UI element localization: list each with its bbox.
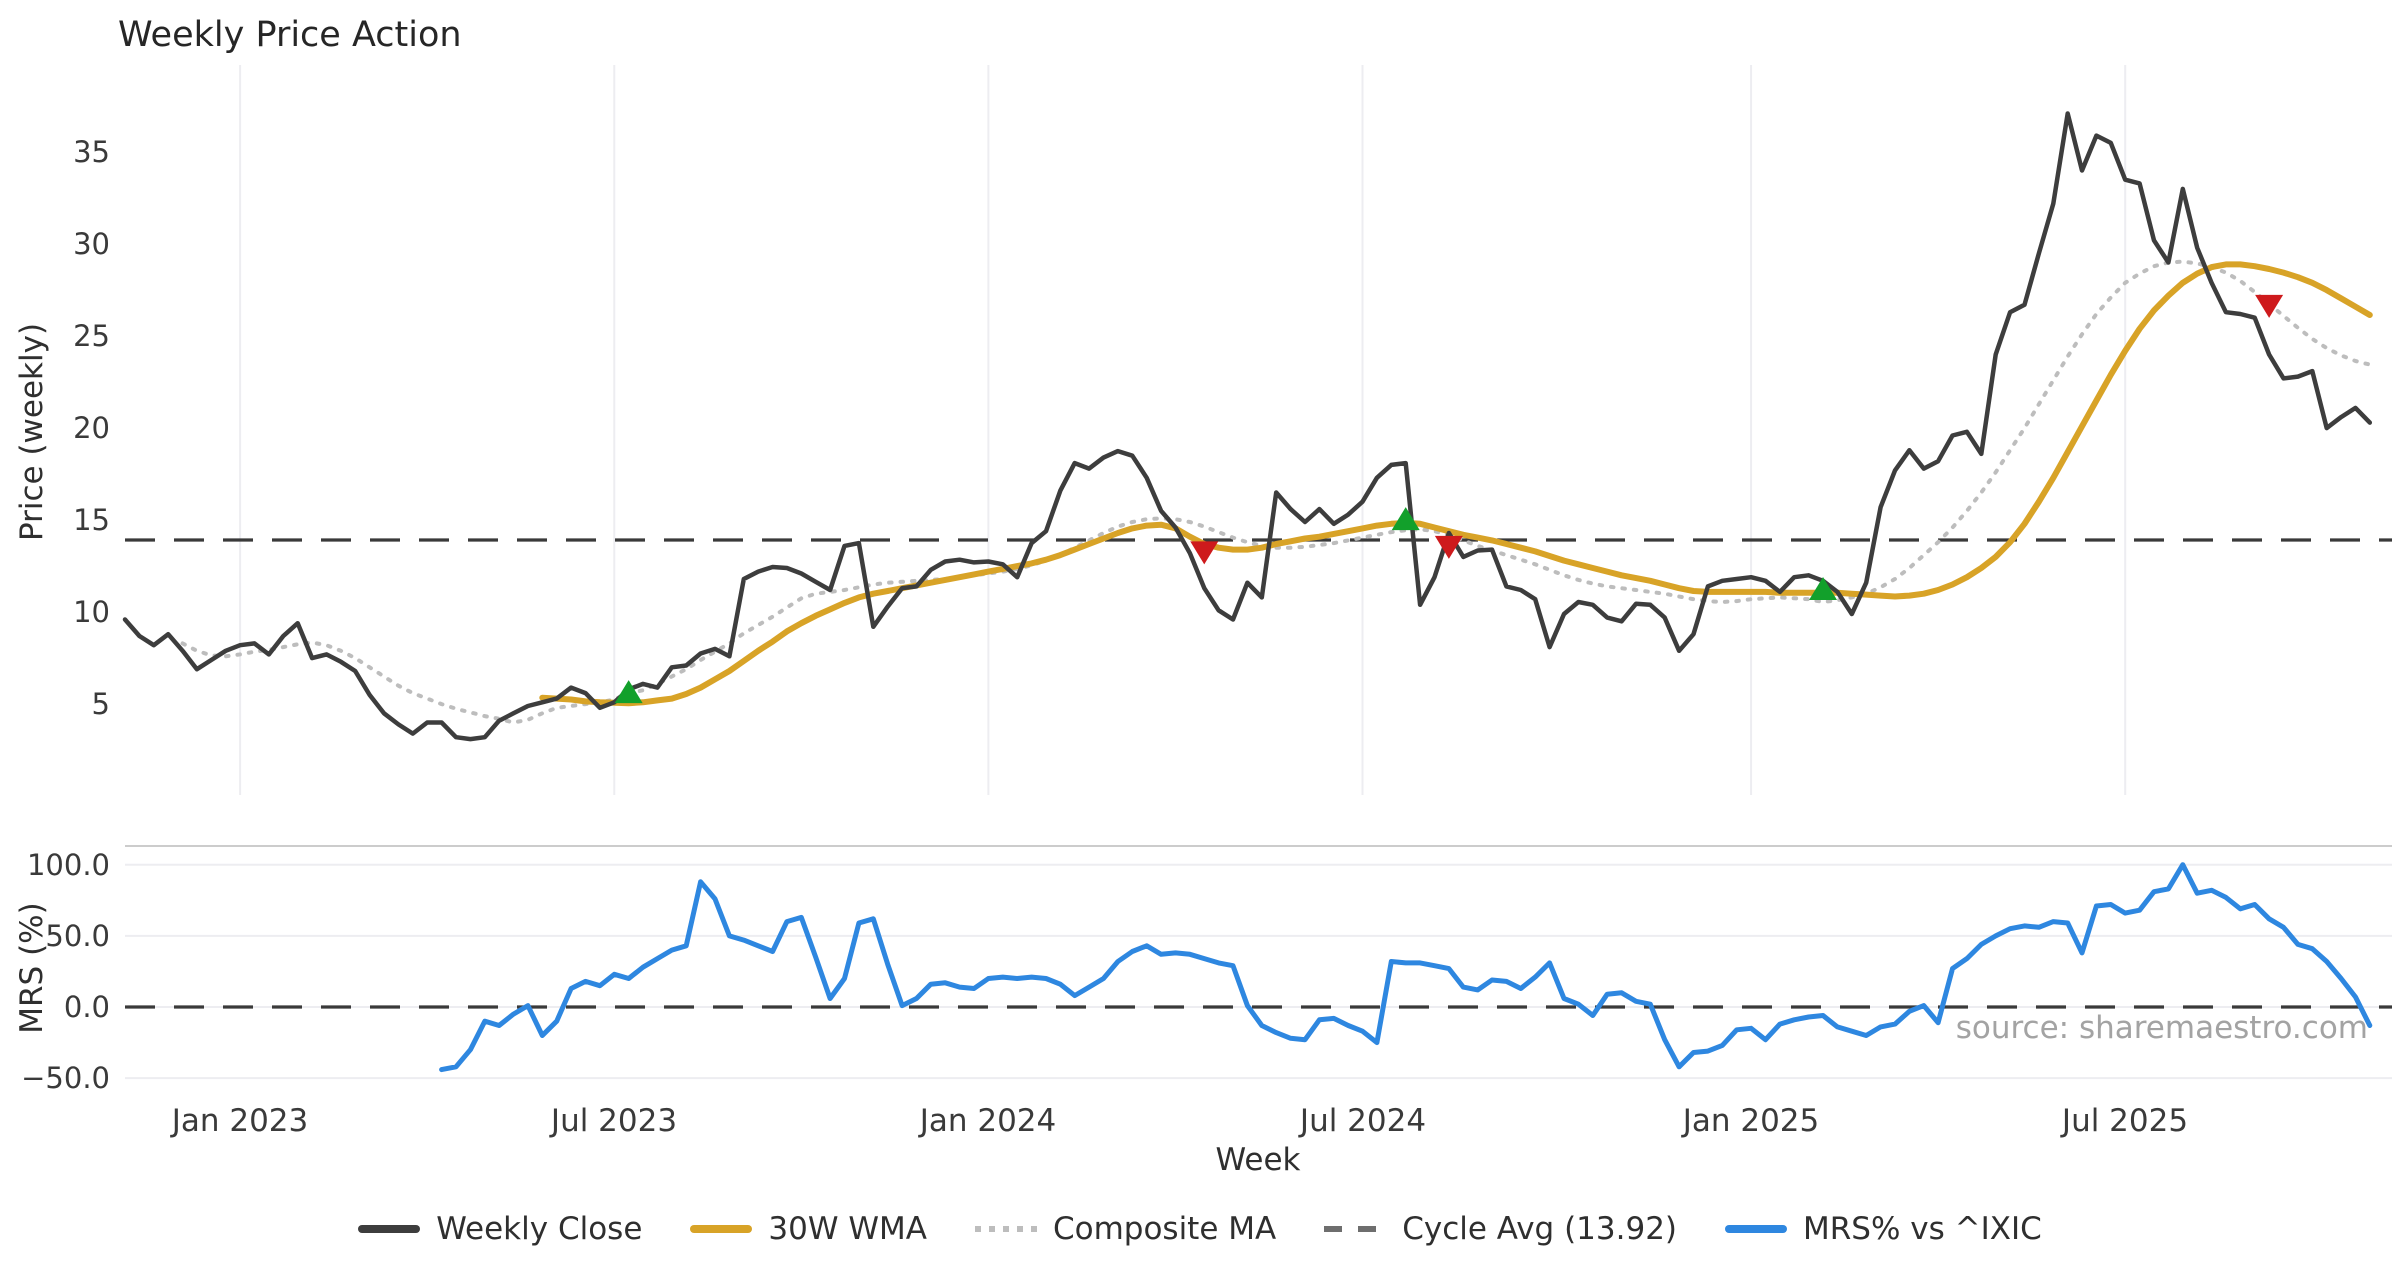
price-ytick-30: 30 bbox=[73, 227, 110, 261]
mrs-line-icon bbox=[1725, 1225, 1788, 1233]
buy-signal-triangle-up-icon bbox=[614, 680, 643, 704]
weekly-close-line bbox=[122, 111, 2373, 742]
sell-signal-triangle-down-icon bbox=[2255, 294, 2284, 318]
buy-signal-triangle-up-icon bbox=[1809, 577, 1838, 601]
mrs-panel-gridlines bbox=[125, 845, 2392, 1080]
xtick-jul-2025: Jul 2025 bbox=[2060, 1103, 2188, 1139]
wma-line bbox=[539, 261, 2373, 707]
price-ytick-20: 20 bbox=[73, 411, 110, 445]
legend-item-label: Composite MA bbox=[1052, 1211, 1277, 1247]
legend-item-label: 30W WMA bbox=[768, 1211, 927, 1247]
legend-item-label: MRS% vs ^IXIC bbox=[1803, 1211, 2042, 1247]
legend-item-30w-wma: 30W WMA bbox=[690, 1211, 927, 1247]
price-axis-label: Price (weekly) bbox=[14, 323, 50, 541]
wma-line-icon bbox=[690, 1225, 753, 1233]
mrs-axis-label: MRS (%) bbox=[14, 902, 50, 1033]
mrs-panel-series bbox=[439, 862, 2373, 1073]
mrs-ytick-0: 0.0 bbox=[64, 990, 110, 1024]
legend-item-label: Weekly Close bbox=[436, 1211, 643, 1247]
mrs-ytick-100: 100.0 bbox=[27, 848, 110, 882]
xtick-jul-2024: Jul 2024 bbox=[1298, 1103, 1426, 1139]
mrs-ytick-50: 50.0 bbox=[45, 919, 110, 953]
price-panel-series bbox=[122, 111, 2392, 742]
week-axis-label: Week bbox=[1216, 1142, 1301, 1178]
legend-item-cycle-avg: Cycle Avg (13.92) bbox=[1324, 1211, 1677, 1247]
price-ytick-10: 10 bbox=[73, 595, 110, 629]
sell-signal-triangle-down-icon bbox=[1190, 541, 1219, 565]
sell-signal-triangle-down-icon bbox=[1434, 535, 1463, 559]
mrs-ytick-m50: −50.0 bbox=[21, 1061, 110, 1095]
cycle-avg-dashed-line-icon bbox=[1324, 1226, 1387, 1232]
xtick-jan-2025: Jan 2025 bbox=[1681, 1103, 1820, 1139]
mrs-line bbox=[439, 862, 2373, 1073]
legend-item-weekly-close: Weekly Close bbox=[358, 1211, 642, 1247]
source-note: source: sharemaestro.com bbox=[1956, 1010, 2368, 1046]
weekly-close-line-icon bbox=[358, 1225, 421, 1233]
buy-sell-markers bbox=[614, 294, 2284, 704]
legend-item-composite-ma: Composite MA bbox=[974, 1211, 1277, 1247]
legend-item-label: Cycle Avg (13.92) bbox=[1402, 1211, 1678, 1247]
composite-ma-dotted-line-icon bbox=[974, 1226, 1037, 1232]
xtick-jul-2023: Jul 2023 bbox=[549, 1103, 677, 1139]
composite-ma-line bbox=[180, 259, 2372, 725]
legend: Weekly Close 30W WMA Composite MA Cycle … bbox=[0, 1198, 2400, 1260]
chart-title: Weekly Price Action bbox=[118, 15, 462, 55]
price-panel-gridlines bbox=[239, 65, 2127, 795]
price-ytick-5: 5 bbox=[92, 687, 110, 721]
buy-signal-triangle-up-icon bbox=[1391, 507, 1420, 531]
xtick-jan-2023: Jan 2023 bbox=[170, 1103, 309, 1139]
price-ytick-15: 15 bbox=[73, 503, 110, 537]
legend-item-mrs: MRS% vs ^IXIC bbox=[1725, 1211, 2042, 1247]
xtick-jan-2024: Jan 2024 bbox=[918, 1103, 1057, 1139]
price-ytick-35: 35 bbox=[73, 135, 110, 169]
price-ytick-25: 25 bbox=[73, 319, 110, 353]
